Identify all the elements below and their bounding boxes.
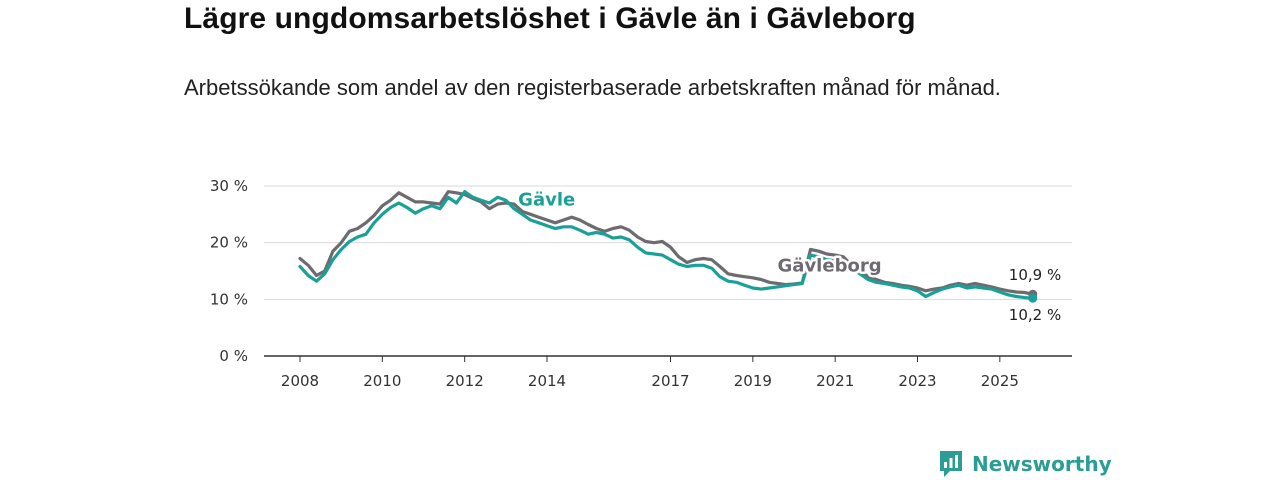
x-tick-label: 2025 <box>981 372 1019 390</box>
x-tick-label: 2023 <box>898 372 936 390</box>
series-label-halo: Gävleborg <box>778 256 882 277</box>
series-line-1 <box>298 190 1035 300</box>
y-tick-label: 0 % <box>219 347 248 365</box>
series-line-0 <box>298 190 1035 296</box>
series-end-value-0: 10,9 % <box>1009 266 1061 284</box>
chart-title: Lägre ungdomsarbetslöshet i Gävle än i G… <box>184 2 916 35</box>
x-axis: 2008 2010 2012 2014 2017 2019 2021 2023 2025 <box>264 355 1072 390</box>
brand-name: Newsworthy <box>972 452 1112 476</box>
x-tick-label: 2021 <box>816 372 854 390</box>
x-tick-label: 2019 <box>734 372 772 390</box>
newsworthy-brand[interactable]: Newsworthy <box>938 448 1112 480</box>
y-tick-label: 30 % <box>210 177 248 195</box>
x-tick-label: 2008 <box>281 372 319 390</box>
chart-subtitle: Arbetssökande som andel av den registerb… <box>184 75 1001 100</box>
series-end-value-1: 10,2 % <box>1009 306 1061 324</box>
y-tick-label: 20 % <box>210 234 248 252</box>
x-tick-label: 2010 <box>363 372 401 390</box>
series-label-halo: Gävle <box>518 189 575 210</box>
x-tick-label: 2012 <box>446 372 484 390</box>
newsworthy-logo-icon <box>940 451 962 477</box>
series-label-0: Gävleborg <box>778 256 882 277</box>
x-tick-label: 2014 <box>528 372 566 390</box>
x-tick-label: 2017 <box>651 372 689 390</box>
series-label-1: Gävle <box>518 189 575 210</box>
y-tick-label: 10 % <box>210 290 248 308</box>
series-end-marker-1 <box>1028 293 1038 303</box>
y-axis: 0 % 10 % 20 % 30 % <box>210 177 248 365</box>
grid-lines <box>264 185 1072 300</box>
series-lines <box>298 190 1038 303</box>
